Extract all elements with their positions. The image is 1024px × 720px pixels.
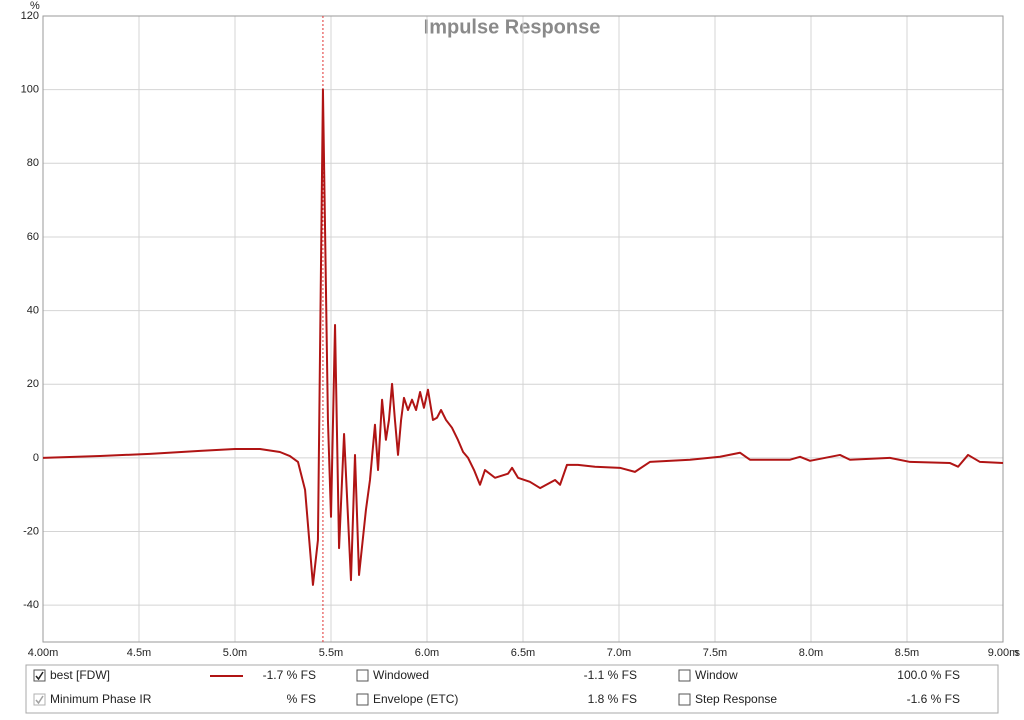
legend-value: 1.8 % FS	[588, 692, 637, 706]
legend-value: -1.6 % FS	[907, 692, 960, 706]
legend-panel	[25, 664, 999, 714]
y-tick-label: -40	[23, 599, 39, 611]
chart-title: Impulse Response	[424, 16, 601, 38]
legend-label: Minimum Phase IR	[50, 692, 152, 706]
plot-frame	[42, 15, 1004, 643]
checkbox[interactable]	[678, 693, 691, 706]
y-tick-label: 120	[21, 10, 39, 22]
legend-label[interactable]: best [FDW]	[50, 668, 110, 682]
y-tick-label: 80	[27, 157, 39, 169]
legend-label[interactable]: Envelope (ETC)	[373, 692, 458, 706]
legend-value: 100.0 % FS	[897, 668, 960, 682]
y-tick-label: 40	[27, 304, 39, 316]
series-line	[42, 88, 1004, 586]
x-tick-label: 6.0m	[415, 647, 439, 659]
x-tick-label: 7.5m	[703, 647, 727, 659]
checkbox[interactable]	[33, 669, 46, 682]
y-tick-label: 20	[27, 378, 39, 390]
y-tick-label: -20	[23, 525, 39, 537]
x-tick-label: 6.5m	[511, 647, 535, 659]
checkbox	[33, 693, 46, 706]
y-tick-label: 60	[27, 231, 39, 243]
legend-value: -1.7 % FS	[263, 668, 316, 682]
checkbox[interactable]	[356, 693, 369, 706]
checkbox[interactable]	[678, 669, 691, 682]
checkmark	[35, 695, 44, 705]
x-tick-label: 8.0m	[799, 647, 823, 659]
legend-value: % FS	[287, 692, 316, 706]
x-tick-label: 8.5m	[895, 647, 919, 659]
x-tick-label: 7.0m	[607, 647, 631, 659]
x-tick-label: 5.0m	[223, 647, 247, 659]
legend-value: -1.1 % FS	[584, 668, 637, 682]
x-tick-label: 9.00m	[988, 647, 1019, 659]
checkbox[interactable]	[356, 669, 369, 682]
checkmark	[35, 671, 44, 681]
x-tick-label: 5.5m	[319, 647, 343, 659]
x-tick-label: 4.5m	[127, 647, 151, 659]
x-tick-label: 4.00m	[28, 647, 59, 659]
y-axis-unit: %	[30, 0, 40, 12]
legend-label[interactable]: Windowed	[373, 668, 429, 682]
legend-label[interactable]: Window	[695, 668, 738, 682]
x-axis-unit: s	[1015, 647, 1021, 659]
legend-label[interactable]: Step Response	[695, 692, 777, 706]
y-tick-label: 0	[33, 452, 39, 464]
y-tick-label: 100	[21, 84, 39, 96]
